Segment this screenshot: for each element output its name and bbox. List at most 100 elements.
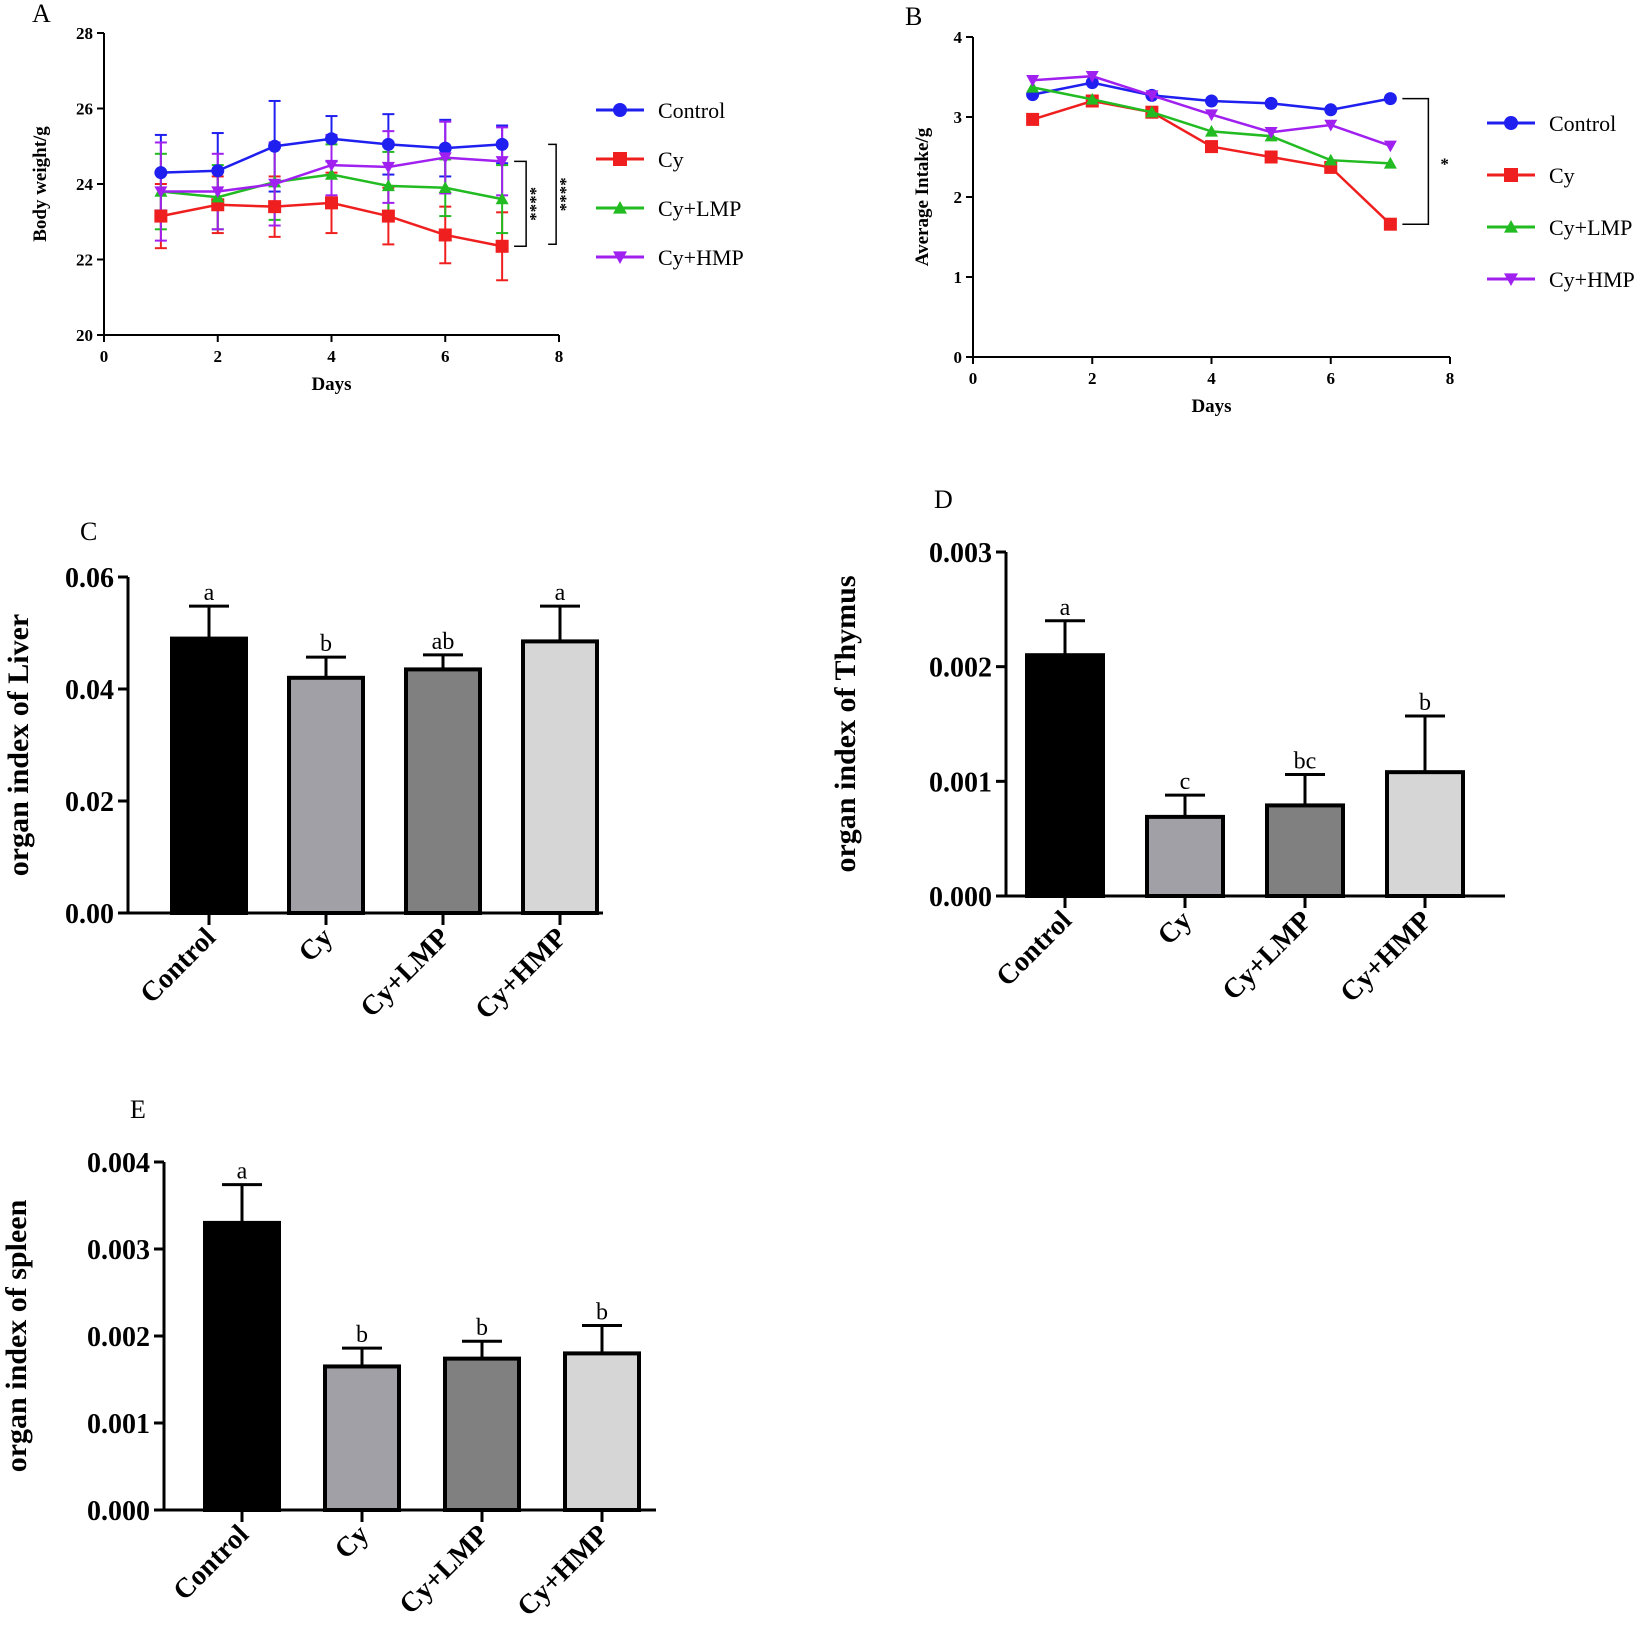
data-point [1205, 140, 1218, 154]
legend-marker [613, 103, 627, 117]
bar-cy-hmp [1385, 770, 1465, 898]
x-tick-label: Cy+LMP [1217, 905, 1318, 1006]
data-point [381, 137, 395, 151]
y-axis-label: Body weight/g [30, 126, 51, 242]
x-tick-label: 8 [1446, 369, 1455, 388]
data-point [495, 192, 509, 205]
x-tick-label: Cy+HMP [1334, 905, 1438, 1009]
x-tick-label: 6 [1327, 369, 1336, 388]
data-point [325, 132, 338, 146]
data-point [325, 159, 338, 172]
bar-cy-hmp [563, 1351, 641, 1513]
y-tick-label: 0.003 [87, 1235, 150, 1266]
x-tick-label: Cy+LMP [355, 922, 456, 1023]
y-tick-label: 0 [954, 348, 963, 367]
data-point [154, 209, 168, 223]
significance-label: **** [526, 187, 545, 221]
data-point [268, 139, 282, 153]
significance-letter: b [596, 1300, 608, 1326]
data-point [1205, 124, 1218, 137]
data-point [1324, 103, 1338, 117]
data-point [268, 178, 282, 191]
panel-label-e: E [130, 1095, 146, 1124]
x-tick-label: Cy [1152, 905, 1198, 951]
panel-label-b: B [905, 2, 922, 31]
y-tick-label: 26 [76, 100, 93, 119]
legend-marker [1504, 220, 1518, 233]
significance-letter: a [555, 580, 566, 606]
significance-letter: b [476, 1315, 488, 1341]
y-tick-label: 0.001 [929, 767, 992, 798]
legend-marker [1504, 168, 1518, 182]
data-point [1145, 90, 1159, 102]
legend-marker [1504, 116, 1518, 130]
y-tick-label: 4 [954, 28, 963, 47]
y-tick-label: 0.002 [929, 653, 992, 684]
x-axis-label: Days [1191, 396, 1231, 417]
data-point [154, 186, 168, 199]
legend-label: Cy [1549, 163, 1575, 188]
y-tick-label: 0.02 [65, 787, 114, 818]
data-point [438, 141, 452, 155]
significance-bracket [514, 160, 527, 248]
y-tick-label: 0.004 [87, 1148, 150, 1179]
legend-label: Cy+LMP [658, 196, 741, 221]
significance-letter: bc [1294, 748, 1317, 774]
x-tick-label: Cy+HMP [511, 1519, 615, 1623]
significance-bracket [1402, 97, 1430, 225]
y-tick-label: 0.000 [929, 882, 992, 913]
bar-cy-hmp [521, 639, 599, 916]
legend-marker [613, 251, 627, 264]
data-point [1026, 80, 1040, 93]
x-tick-label: Control [167, 1519, 255, 1607]
bar-control [1025, 653, 1105, 899]
bar-cy-lmp [404, 667, 482, 916]
x-tick-label: 4 [1207, 369, 1216, 388]
panel-label-c: C [80, 517, 97, 546]
y-tick-label: 0.002 [87, 1322, 150, 1353]
significance-letter: ab [432, 629, 455, 655]
data-point [438, 152, 452, 165]
data-point [495, 137, 509, 151]
panel-label-a: A [32, 0, 51, 28]
data-point [1264, 127, 1278, 139]
x-tick-label: Cy [293, 922, 339, 968]
x-tick-label: 0 [100, 347, 109, 366]
significance-bracket [548, 143, 557, 246]
data-point [1085, 92, 1099, 105]
y-tick-label: 1 [954, 268, 963, 287]
data-point [1383, 92, 1397, 106]
legend-label: Cy+LMP [1549, 215, 1632, 240]
chart-c-liver-index: 0.00 0.02 0.04 0.06 organ index of Liver a Con… [2, 563, 603, 1026]
y-axis-label: organ index of Liver [2, 614, 35, 877]
data-point [211, 164, 225, 178]
data-point [154, 166, 168, 180]
y-axis-label: organ index of Thymus [829, 575, 862, 872]
data-point [1085, 71, 1099, 83]
y-tick-label: 24 [76, 175, 94, 194]
significance-label: * [1440, 154, 1449, 173]
legend-label: Cy+HMP [1549, 267, 1635, 292]
panel-label-d: D [934, 485, 953, 514]
y-tick-label: 0.001 [87, 1409, 150, 1440]
data-point [1205, 94, 1218, 108]
significance-letter: b [1419, 690, 1431, 716]
significance-letter: c [1180, 769, 1191, 795]
data-point [438, 181, 452, 193]
x-tick-label: Cy [329, 1519, 375, 1565]
data-point [325, 196, 338, 210]
x-tick-label: Control [134, 922, 222, 1010]
x-tick-label: 2 [1088, 369, 1097, 388]
legend-marker [613, 152, 627, 166]
data-point [1383, 217, 1397, 231]
significance-letter: a [237, 1159, 248, 1185]
chart-d-thymus-index: 0.000 0.001 0.002 0.003 organ index of Thymu… [829, 538, 1505, 1009]
data-point [1264, 96, 1278, 110]
bar-control [170, 636, 248, 915]
legend-label: Control [658, 98, 725, 123]
data-point [1383, 156, 1397, 169]
data-point [1145, 105, 1159, 118]
y-tick-label: 0.000 [87, 1496, 150, 1527]
data-point [381, 161, 395, 174]
